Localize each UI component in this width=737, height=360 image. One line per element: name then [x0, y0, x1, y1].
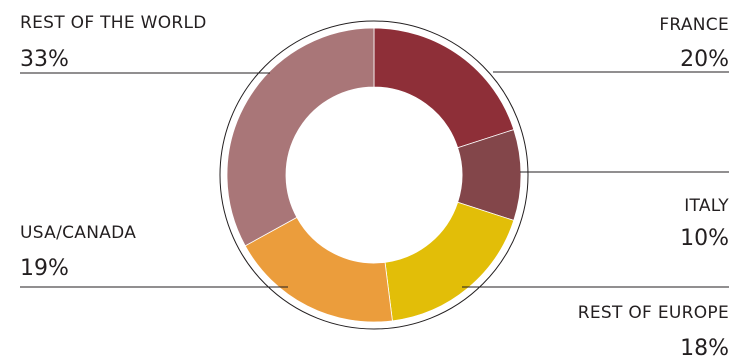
slice-value-italy: 10%: [680, 226, 729, 251]
slice-value-usa-canada: 19%: [20, 256, 69, 281]
slice-rest-of-europe: [384, 201, 515, 322]
slice-rest-of-the-world: [226, 27, 375, 247]
slice-label-france: FRANCE: [659, 15, 729, 35]
slice-value-rest-of-europe: 18%: [680, 336, 729, 360]
annotation-layer: FRANCE 20% ITALY 10% REST OF EUROPE 18% USA/CA…: [20, 13, 729, 360]
slice-france: [373, 27, 515, 149]
slice-label-italy: ITALY: [684, 196, 729, 216]
slice-value-rest-of-the-world: 33%: [20, 47, 69, 72]
slice-label-rest-of-europe: REST OF EUROPE: [578, 303, 729, 323]
outer-ring: [219, 20, 529, 330]
slice-label-usa-canada: USA/CANADA: [20, 223, 136, 243]
slice-label-rest-of-the-world: REST OF THE WORLD: [20, 13, 207, 33]
slice-value-france: 20%: [680, 47, 729, 72]
slices-layer: [219, 20, 529, 330]
